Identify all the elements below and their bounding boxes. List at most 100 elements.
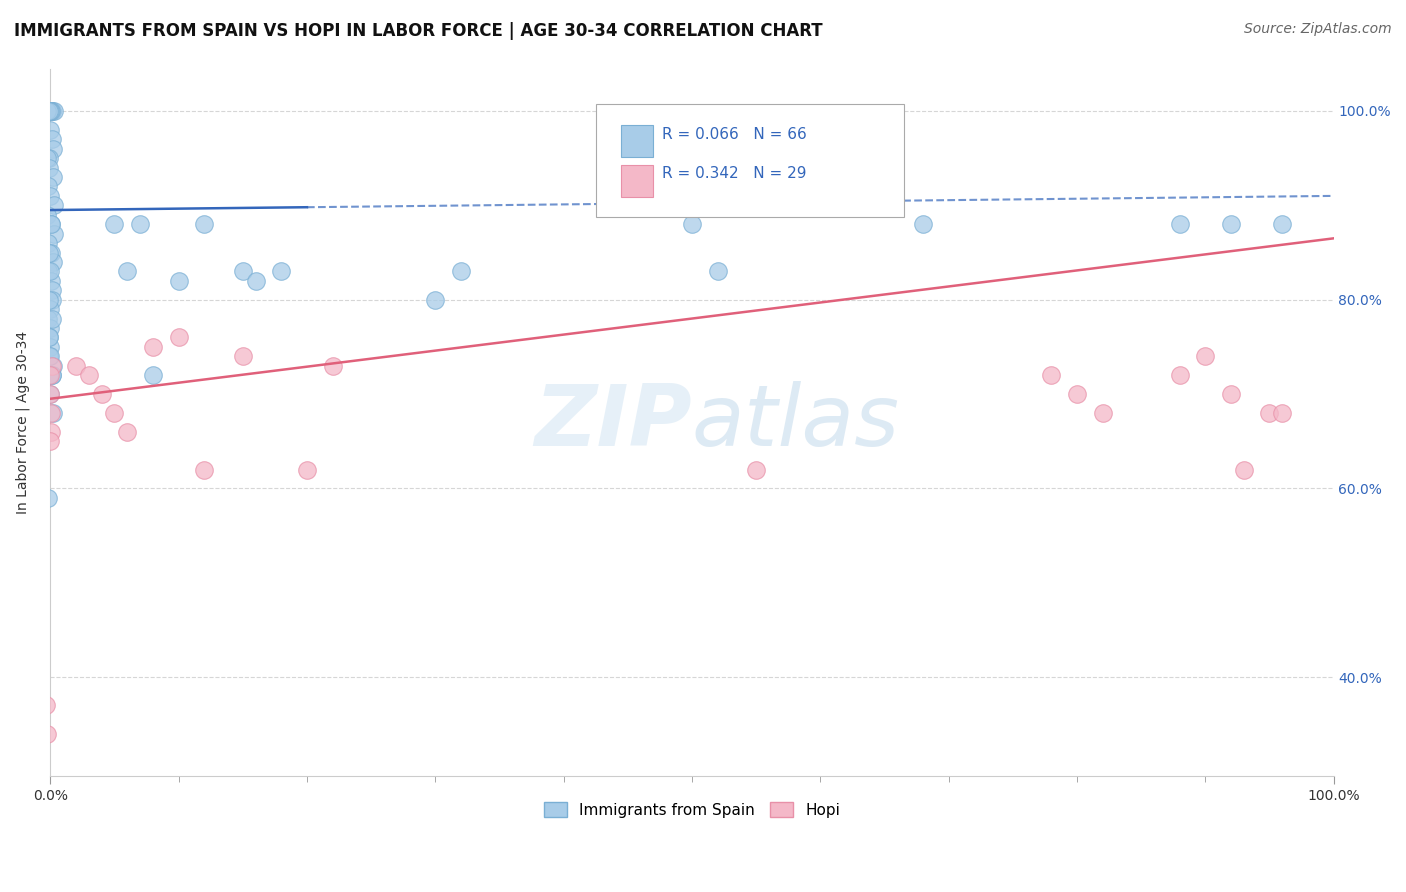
Point (117, 264, 139, 278)
Point (41, 132, 63, 146)
Point (129, 217, 152, 231)
Point (1271, 406, 1294, 420)
Point (38, 349, 60, 363)
Point (39, 103, 62, 118)
Point (1040, 368, 1063, 383)
Point (35, 103, 58, 118)
Point (38, 330, 60, 344)
Point (245, 274, 267, 288)
Point (65, 359, 87, 373)
Point (1233, 462, 1256, 476)
Point (37, 491, 59, 505)
Point (42, 255, 65, 269)
Point (322, 359, 344, 373)
Point (193, 462, 215, 476)
Point (42, 227, 65, 241)
Point (38, 151, 60, 165)
Point (232, 349, 254, 363)
Point (38, 368, 60, 383)
Point (42, 359, 65, 373)
Point (41, 103, 63, 118)
Point (39, 189, 62, 203)
Point (232, 264, 254, 278)
Bar (621, 125, 654, 157)
Point (41, 406, 63, 420)
Point (706, 264, 728, 278)
Point (1219, 217, 1241, 231)
Point (270, 264, 292, 278)
Bar (621, 166, 654, 197)
Point (167, 330, 190, 344)
Point (425, 293, 447, 307)
Point (1219, 387, 1241, 401)
Point (1066, 387, 1088, 401)
Legend: Immigrants from Spain, Hopi: Immigrants from Spain, Hopi (536, 794, 848, 825)
Text: ZIP: ZIP (534, 381, 692, 464)
Point (42, 103, 65, 118)
Point (42, 198, 65, 212)
Point (1194, 349, 1216, 363)
Point (911, 217, 934, 231)
Point (38, 103, 60, 118)
Point (681, 217, 703, 231)
Point (103, 406, 125, 420)
Point (41, 368, 63, 383)
Point (117, 425, 139, 439)
Point (142, 340, 165, 354)
Point (1091, 406, 1114, 420)
Point (37, 727, 59, 741)
Point (35, 103, 58, 118)
Point (1168, 368, 1191, 383)
Text: R = 0.342   N = 29: R = 0.342 N = 29 (662, 166, 807, 181)
Point (167, 274, 190, 288)
Text: IMMIGRANTS FROM SPAIN VS HOPI IN LABOR FORCE | AGE 30-34 CORRELATION CHART: IMMIGRANTS FROM SPAIN VS HOPI IN LABOR F… (14, 22, 823, 40)
Point (39, 302, 62, 317)
Point (1258, 406, 1281, 420)
Point (39, 340, 62, 354)
Point (38, 434, 60, 449)
Point (35, 151, 58, 165)
Point (39, 274, 62, 288)
Text: R = 0.066   N = 66: R = 0.066 N = 66 (662, 127, 807, 142)
Point (42, 406, 65, 420)
Point (39, 321, 62, 335)
Point (142, 368, 165, 383)
Point (1271, 217, 1294, 231)
Point (37, 264, 59, 278)
Point (90, 387, 112, 401)
Point (450, 264, 472, 278)
Point (39, 349, 62, 363)
Point (39, 425, 62, 439)
Point (41, 283, 63, 297)
Point (38, 387, 60, 401)
Point (41, 368, 63, 383)
Point (37, 311, 59, 326)
Point (41, 293, 63, 307)
Point (193, 217, 215, 231)
Point (41, 142, 63, 156)
Y-axis label: In Labor Force | Age 30-34: In Labor Force | Age 30-34 (15, 331, 30, 514)
Point (38, 161, 60, 175)
Point (41, 359, 63, 373)
Text: Source: ZipAtlas.com: Source: ZipAtlas.com (1244, 22, 1392, 37)
Point (38, 103, 60, 118)
FancyBboxPatch shape (596, 103, 904, 217)
Point (41, 103, 63, 118)
Point (39, 217, 62, 231)
Point (37, 179, 59, 194)
Point (745, 462, 768, 476)
Text: atlas: atlas (692, 381, 900, 464)
Point (39, 217, 62, 231)
Point (39, 264, 62, 278)
Point (38, 368, 60, 383)
Point (295, 462, 318, 476)
Point (39, 123, 62, 137)
Point (42, 169, 65, 184)
Point (38, 330, 60, 344)
Point (1168, 217, 1191, 231)
Point (35, 208, 58, 222)
Point (38, 293, 60, 307)
Point (38, 245, 60, 260)
Point (39, 103, 62, 118)
Point (77, 368, 100, 383)
